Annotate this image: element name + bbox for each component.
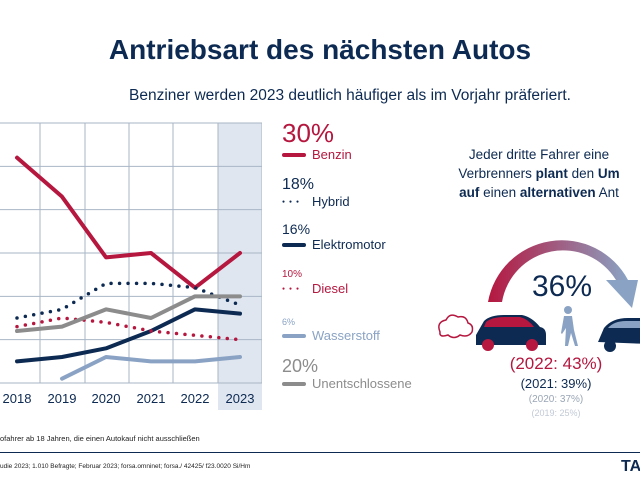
history-2022: (2022: 43%) <box>509 354 603 373</box>
legend-row: ●●● Hybrid <box>282 194 350 209</box>
heading-text: Jeder dritte Fahrer eine <box>468 147 610 162</box>
legend-label: Hybrid <box>312 194 350 209</box>
divider <box>0 452 640 453</box>
heading-text: Ant <box>595 185 619 200</box>
legend-label: Unentschlossene <box>312 376 412 391</box>
legend-label: Elektromotor <box>312 237 386 252</box>
heading-text: einen <box>479 185 520 200</box>
heading-text: Verbrenners <box>458 166 536 181</box>
legend-value: 6% <box>282 317 296 327</box>
legend-item-hybrid: 18% ●●● Hybrid <box>282 176 350 210</box>
legend-row: Unentschlossene <box>282 376 412 391</box>
legend-row: ●●● Diesel <box>282 281 348 296</box>
x-tick-label: 2021 <box>137 391 166 406</box>
legend-item-benzin: 30% Benzin <box>282 120 352 162</box>
x-tick-label: 2020 <box>92 391 121 406</box>
heading-text: plant <box>535 166 568 181</box>
legend-label: Diesel <box>312 281 349 296</box>
subtitle: Benziner werden 2023 deutlich häufiger a… <box>129 87 571 104</box>
heading-line-1: Jeder dritte Fahrer eine <box>420 147 640 162</box>
switch-graphic: 36% <box>438 240 640 352</box>
source-note: udie 2023; 1.010 Befragte; Februar 2023;… <box>0 463 251 470</box>
series-line-benzin <box>15 155 242 290</box>
legend-value: 10% <box>282 269 303 280</box>
legend-row: Wasserstoff <box>282 328 380 343</box>
legend-item-diesel: 10% ●●● Diesel <box>282 269 348 297</box>
line-chart: 2018 2019 2020 2021 2022 2023 <box>0 122 262 410</box>
legend-label: Benzin <box>312 147 352 162</box>
line-swatch-icon <box>282 152 306 157</box>
legend-value: 18% <box>282 176 315 193</box>
switch-infographic: Jeder dritte Fahrer eine Verbrenners pla… <box>420 130 640 430</box>
legend-value: 20% <box>282 356 319 376</box>
legend-row: Benzin <box>282 147 352 162</box>
legend-value: 16% <box>282 221 311 237</box>
x-tick-label: 2023 <box>226 391 255 406</box>
history-2019: (2019: 25%) <box>531 408 581 418</box>
heading-text: alternativen <box>519 185 596 200</box>
series-line-unentschlossene <box>15 294 242 333</box>
x-tick-label: 2022 <box>181 391 210 406</box>
line-swatch-icon <box>282 333 306 338</box>
brand-logo: TA <box>621 458 640 475</box>
red-car-icon <box>476 315 546 351</box>
series-line-elektromotor <box>15 307 242 364</box>
line-swatch-icon <box>282 381 306 386</box>
legend-value: 30% <box>282 118 335 148</box>
person-walking-icon <box>561 306 578 346</box>
page-title: Antriebsart des nächsten Autos <box>108 34 532 65</box>
exhaust-cloud-icon <box>438 314 474 339</box>
heading-line-3: auf einen alternativen Ant <box>420 185 640 200</box>
legend-label: Wasserstoff <box>312 328 380 343</box>
series-line-hybrid <box>15 281 242 320</box>
x-tick-label: 2019 <box>48 391 77 406</box>
heading-text: Um <box>597 166 620 181</box>
legend-item-unentschlossene: 20% Unentschlossene <box>282 357 412 391</box>
line-swatch-icon <box>282 242 306 247</box>
heading-text: auf <box>459 185 480 200</box>
heading-text: den <box>567 166 598 181</box>
dotted-swatch-icon: ●●● <box>282 285 304 292</box>
blue-car-icon <box>598 318 640 352</box>
series-line-diesel <box>15 316 242 342</box>
legend-item-wasserstoff: 6% Wasserstoff <box>282 318 380 343</box>
series-line-wasserstoff <box>60 355 242 381</box>
heading-line-2: Verbrenners plant den Um <box>420 166 640 181</box>
legend-item-elektromotor: 16% Elektromotor <box>282 222 386 252</box>
main-value: 36% <box>532 270 592 303</box>
history-2020: (2020: 37%) <box>528 394 584 405</box>
legend-row: Elektromotor <box>282 237 386 252</box>
x-tick-label: 2018 <box>3 391 32 406</box>
footnote: ofahrer ab 18 Jahren, die einen Autokauf… <box>0 434 200 443</box>
curved-arrow-icon <box>488 240 638 308</box>
dotted-swatch-icon: ●●● <box>282 198 304 205</box>
history-2021: (2021: 39%) <box>520 376 592 391</box>
